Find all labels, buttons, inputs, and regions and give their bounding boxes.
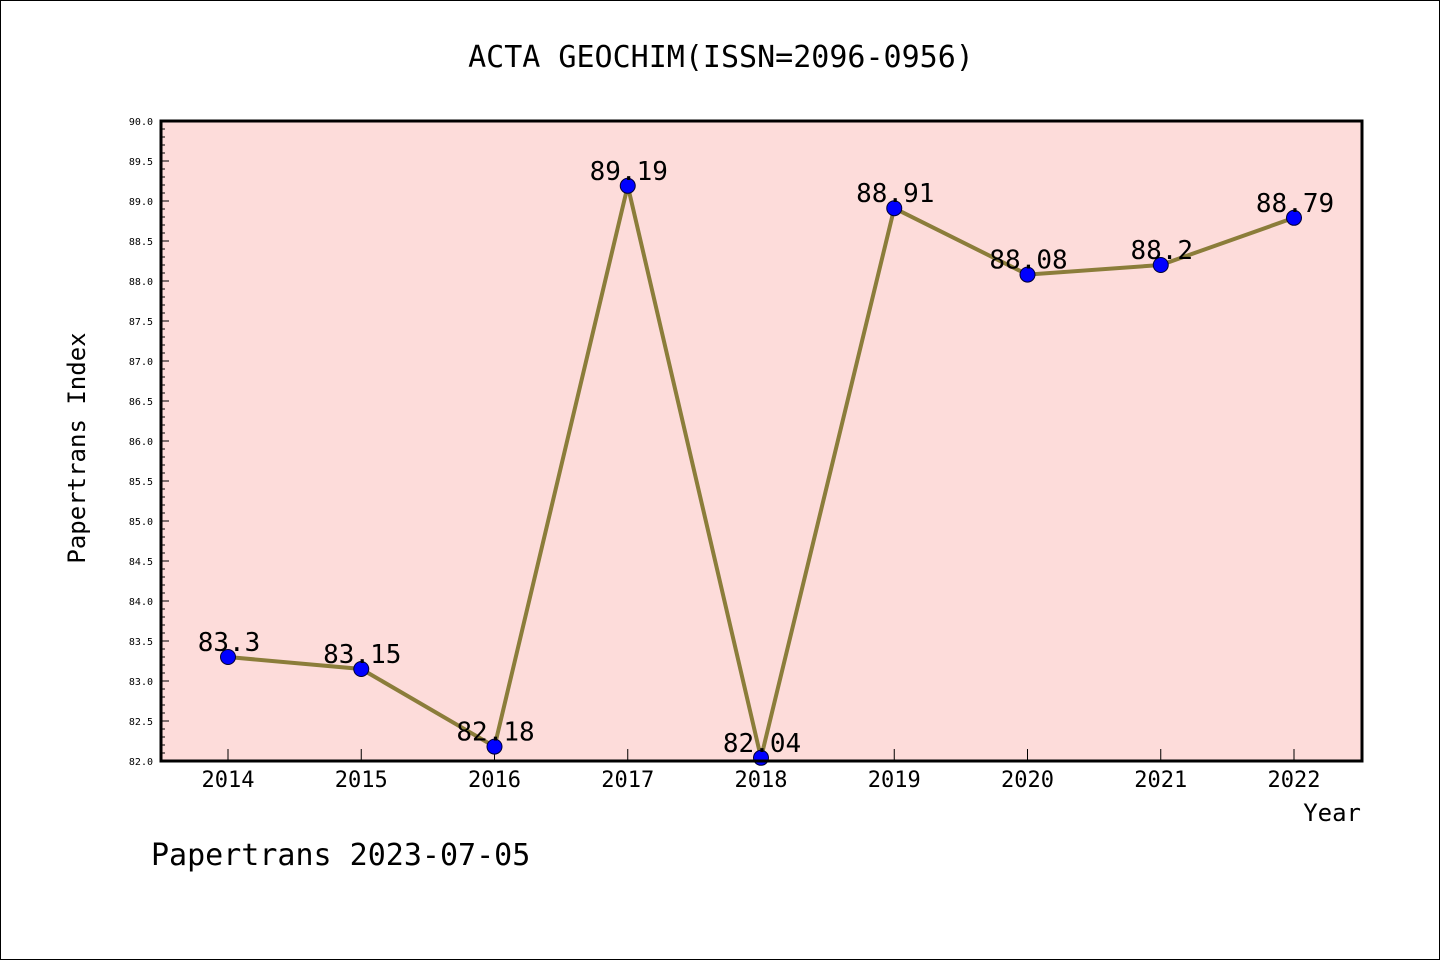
data-label: 88.79 [1256, 189, 1334, 219]
y-tick-label: 86.5 [129, 397, 153, 408]
y-tick-label: 89.0 [129, 197, 153, 208]
data-point [619, 177, 636, 194]
data-point [220, 649, 236, 665]
x-tick-label: 2017 [601, 768, 654, 793]
plot-border [159, 119, 1364, 763]
y-tick-label: 83.5 [129, 637, 153, 648]
y-tick-label: 82.5 [129, 717, 153, 728]
x-axis: 2014 2015 2016 2017 2018 2019 2020 2021 2022 [202, 749, 1321, 793]
data-point [1152, 257, 1169, 273]
data-point [486, 738, 503, 755]
x-tick-label: 2016 [468, 768, 521, 793]
x-tick-label: 2022 [1268, 768, 1321, 793]
y-tick-label: 88.5 [129, 237, 153, 248]
data-label: 89.19 [590, 157, 668, 187]
y-axis: 82.0 82.5 83.0 83.5 84.0 84.5 85.0 85.5 86.0 86.5… [129, 117, 169, 768]
y-tick-label: 90.0 [129, 117, 153, 128]
data-label: 88.91 [856, 179, 934, 209]
data-point [1019, 266, 1036, 283]
x-tick-label: 2014 [202, 768, 255, 793]
data-label: 88.08 [989, 246, 1067, 276]
data-label: 88.2 [1130, 236, 1193, 266]
y-tick-label: 89.5 [129, 157, 153, 168]
y-tick-label: 87.5 [129, 317, 153, 328]
data-label: 83.3 [198, 628, 261, 658]
y-tick-label: 84.5 [129, 557, 153, 568]
x-tick-label: 2015 [335, 768, 388, 793]
series-papertrans-index [220, 177, 1302, 766]
y-tick-label: 88.0 [129, 277, 153, 288]
data-labels: 83.3 83.15 82.18 89.19 82.04 88.91 88.08 88.2 88… [198, 157, 1334, 759]
y-tick-label: 84.0 [129, 597, 153, 608]
data-label: 82.18 [456, 718, 534, 748]
y-axis-label: Papertrans Index [63, 332, 91, 563]
x-axis-label: Year [1303, 799, 1361, 827]
y-tick-label: 86.0 [129, 437, 153, 448]
data-point [1286, 209, 1302, 226]
footer-text: Papertrans 2023-07-05 [151, 838, 530, 873]
data-label: 83.15 [323, 640, 401, 670]
data-point [353, 661, 370, 677]
x-tick-label: 2018 [735, 768, 788, 793]
x-tick-label: 2020 [1001, 768, 1054, 793]
x-tick-label: 2019 [868, 768, 921, 793]
plot-area [161, 121, 1362, 761]
chart-title: ACTA GEOCHIM(ISSN=2096-0956) [468, 40, 974, 75]
data-point [886, 200, 903, 217]
y-tick-label: 82.0 [129, 757, 153, 768]
y-tick-label: 85.0 [129, 517, 153, 528]
data-label: 82.04 [723, 729, 801, 759]
y-tick-label: 87.0 [129, 357, 153, 368]
y-tick-label: 83.0 [129, 677, 153, 688]
y-tick-label: 85.5 [129, 477, 153, 488]
x-tick-label: 2021 [1134, 768, 1187, 793]
